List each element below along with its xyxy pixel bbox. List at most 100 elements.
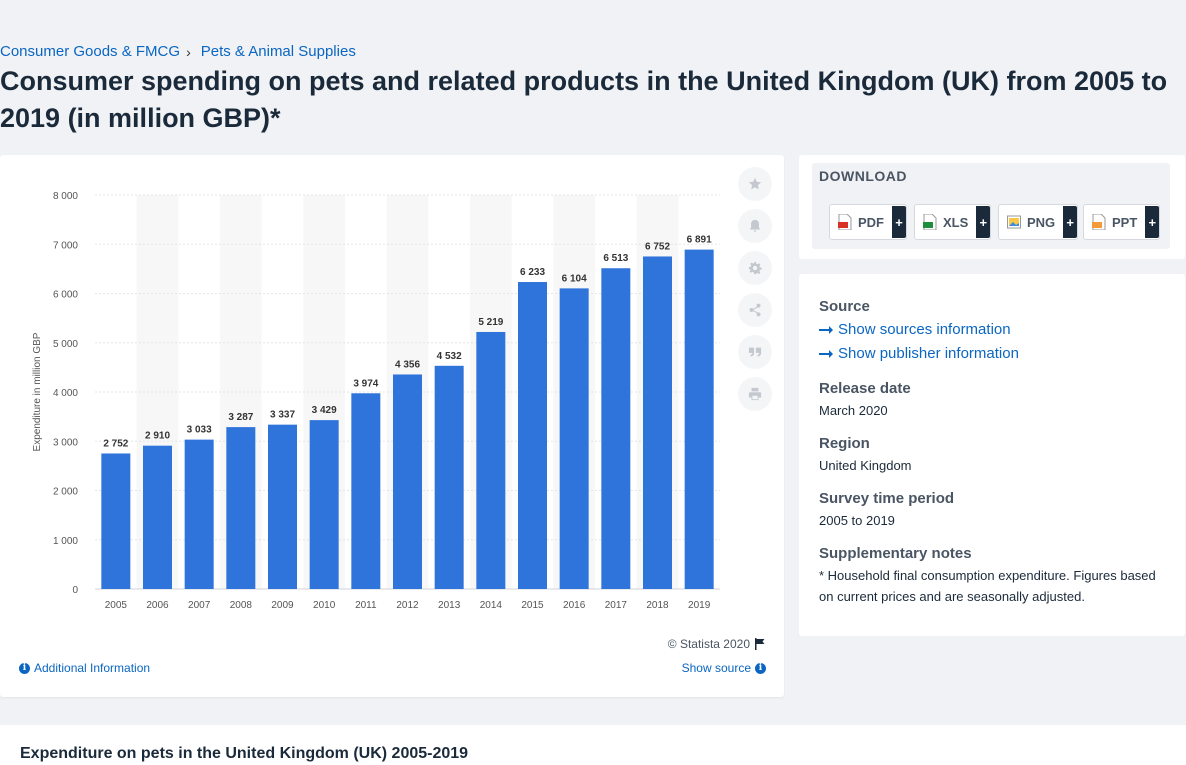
printer-icon — [748, 387, 762, 401]
data-label: 3 033 — [187, 425, 212, 436]
pdf-file-icon — [838, 214, 852, 230]
download-pdf-label: PDF — [858, 214, 884, 230]
bar-chart: 0 1 000 2 000 3 000 4 000 5 000 6 000 7 000 8 00… — [32, 191, 720, 611]
data-label: 2 752 — [103, 438, 128, 449]
show-source-label: Show source — [681, 661, 751, 675]
flag-icon[interactable] — [754, 638, 766, 650]
show-publisher-link[interactable]: Show publisher information — [819, 345, 1019, 362]
data-label: 3 287 — [228, 412, 253, 423]
bar-2019 — [684, 249, 714, 589]
y-tick-label: 4 000 — [53, 388, 78, 399]
ppt-file-icon — [1092, 214, 1106, 230]
download-ppt-button[interactable]: PPT + — [1083, 204, 1161, 240]
source-heading: Source — [819, 298, 870, 315]
download-png-button[interactable]: PNG + — [998, 204, 1079, 240]
x-tick-label: 2006 — [146, 600, 169, 611]
release-date-heading: Release date — [819, 380, 911, 397]
breadcrumb-link-pets[interactable]: Pets & Animal Supplies — [200, 43, 356, 60]
y-tick-label: 0 — [72, 585, 78, 596]
chart-toolbar — [738, 167, 772, 419]
data-label: 3 429 — [312, 405, 337, 416]
bar-2016 — [559, 288, 589, 589]
x-tick-label: 2008 — [230, 600, 253, 611]
bell-icon — [749, 219, 761, 232]
info-icon: i — [755, 662, 766, 674]
data-label: 6 891 — [687, 235, 712, 246]
favorite-button[interactable] — [738, 167, 772, 201]
survey-period-heading: Survey time period — [819, 490, 955, 507]
share-icon — [749, 303, 761, 317]
info-icon: i — [19, 662, 30, 674]
y-tick-label: 1 000 — [53, 536, 78, 547]
x-tick-label: 2010 — [313, 600, 336, 611]
copyright-text: © Statista 2020 — [667, 637, 750, 651]
plus-icon: + — [1063, 206, 1078, 238]
bar-2006 — [143, 445, 172, 589]
settings-button[interactable] — [738, 251, 772, 285]
survey-period-value: 2005 to 2019 — [819, 513, 895, 528]
share-button[interactable] — [738, 293, 772, 327]
download-xls-button[interactable]: XLS + — [914, 204, 992, 240]
data-label: 5 219 — [478, 317, 503, 328]
xls-file-icon — [923, 214, 937, 230]
y-tick-label: 2 000 — [53, 487, 78, 498]
bar-2009 — [268, 424, 297, 589]
data-label: 4 532 — [437, 351, 462, 362]
bar-2012 — [393, 374, 422, 589]
bar-2017 — [601, 268, 631, 589]
data-label: 6 104 — [562, 273, 587, 284]
show-source-link[interactable]: Show source i — [682, 661, 766, 675]
show-sources-label: Show sources information — [838, 321, 1011, 338]
data-label: 2 910 — [145, 431, 170, 442]
x-tick-label: 2018 — [646, 600, 669, 611]
arrow-right-icon — [819, 349, 833, 358]
show-sources-link[interactable]: Show sources information — [819, 321, 1011, 338]
gear-icon — [748, 261, 762, 275]
download-ppt-label: PPT — [1112, 214, 1138, 230]
download-xls-label: XLS — [943, 214, 969, 230]
x-tick-label: 2016 — [563, 600, 586, 611]
top-bar — [0, 0, 1186, 40]
x-tick-label: 2011 — [355, 600, 377, 611]
download-pdf-button[interactable]: PDF + — [829, 204, 907, 240]
bar-2011 — [351, 393, 381, 589]
x-tick-label: 2019 — [688, 600, 711, 611]
png-file-icon — [1007, 215, 1021, 229]
bar-2015 — [518, 282, 547, 589]
x-tick-label: 2005 — [105, 600, 128, 611]
star-icon — [748, 177, 762, 190]
supplementary-notes-value: * Household final consumption expenditur… — [819, 568, 1156, 604]
y-axis-label: Expenditure in million GBP — [32, 332, 43, 451]
copyright-notice: © Statista 2020 — [668, 637, 766, 651]
bar-2007 — [184, 439, 214, 589]
x-tick-label: 2012 — [396, 600, 419, 611]
x-tick-label: 2013 — [438, 600, 461, 611]
bar-2008 — [226, 427, 256, 589]
y-tick-label: 5 000 — [53, 339, 78, 350]
plus-icon: + — [1145, 206, 1160, 238]
bar-2005 — [101, 453, 131, 589]
download-png-label: PNG — [1027, 214, 1056, 230]
quote-icon — [748, 347, 762, 357]
y-tick-label: 7 000 — [53, 240, 78, 251]
region-heading: Region — [819, 435, 870, 452]
additional-information-link[interactable]: i Additional Information — [19, 661, 150, 675]
plus-icon: + — [892, 206, 906, 238]
chevron-right-icon: › — [186, 43, 191, 60]
y-tick-label: 8 000 — [53, 191, 78, 202]
x-tick-label: 2015 — [521, 600, 544, 611]
download-title: DOWNLOAD — [819, 168, 907, 184]
print-button[interactable] — [738, 377, 772, 411]
breadcrumb-link-consumer-goods[interactable]: Consumer Goods & FMCG — [0, 43, 181, 60]
chart-card: 0 1 000 2 000 3 000 4 000 5 000 6 000 7 000 8 00… — [0, 155, 784, 697]
bar-2014 — [476, 331, 506, 589]
notification-button[interactable] — [738, 209, 772, 243]
data-label: 6 233 — [520, 267, 545, 278]
data-label: 4 356 — [395, 359, 420, 370]
x-tick-label: 2014 — [480, 600, 503, 611]
bar-2010 — [309, 420, 339, 589]
data-label: 6 513 — [603, 253, 628, 264]
release-date-value: March 2020 — [819, 403, 888, 418]
supplementary-notes-heading: Supplementary notes — [819, 545, 972, 562]
cite-button[interactable] — [738, 335, 772, 369]
